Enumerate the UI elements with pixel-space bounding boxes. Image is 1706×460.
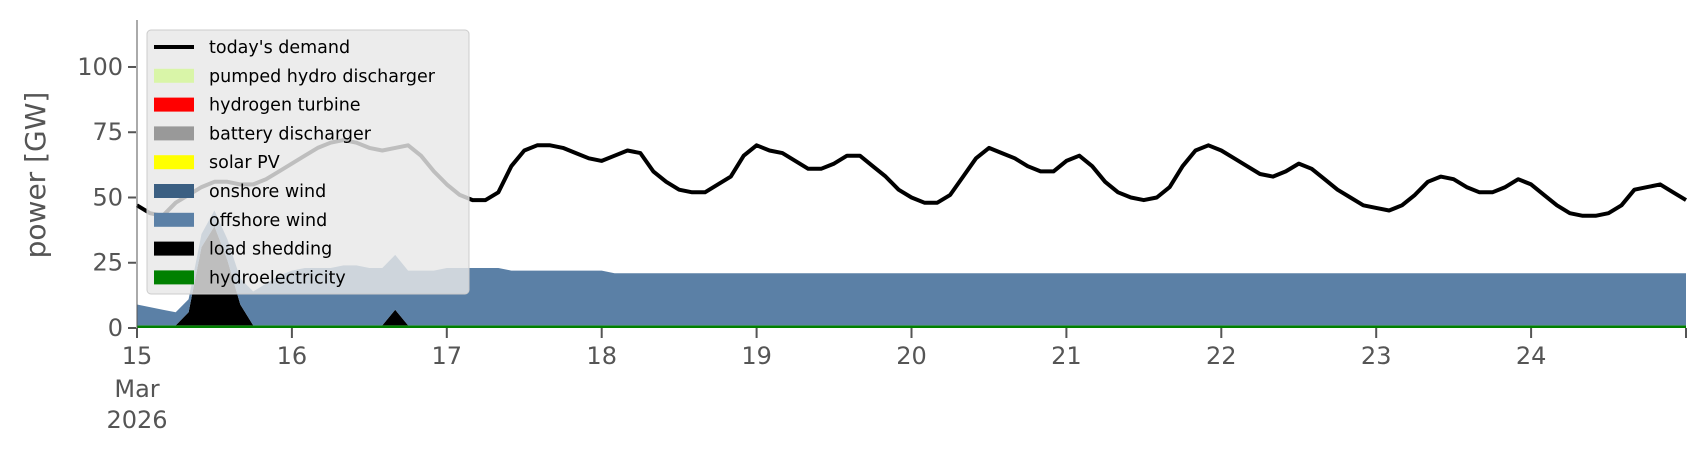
legend-swatch-offshore-wind [154, 212, 194, 227]
area-offshore-wind [137, 210, 1686, 326]
y-axis: 0 25 50 75 100 [77, 20, 138, 342]
y-tick-label: 100 [77, 53, 123, 81]
legend-swatch-solar-pv [154, 155, 194, 170]
x-tick-label: 18 [586, 342, 617, 370]
x-tick-label: 15 [122, 342, 153, 370]
stacked-areas [137, 210, 1686, 328]
x-tick-label: 19 [741, 342, 772, 370]
x-tick-label: 22 [1206, 342, 1237, 370]
legend-swatch-hydrogen-turbine [154, 97, 194, 112]
y-tick-label: 50 [92, 183, 123, 211]
y-tick-label: 25 [92, 249, 123, 277]
y-tick-label: 75 [92, 118, 123, 146]
legend-label-pumped-hydro-discharger: pumped hydro discharger [209, 67, 436, 87]
legend-label-hydroelectricity: hydroelectricity [209, 268, 346, 288]
area-hydroelectricity [137, 325, 1686, 328]
x-tick-label: 23 [1361, 342, 1392, 370]
legend-label-battery-discharger: battery discharger [209, 124, 372, 144]
legend-label-solar-pv: solar PV [209, 153, 280, 173]
legend-label-offshore-wind: offshore wind [209, 211, 327, 231]
x-tick-label: 20 [896, 342, 927, 370]
legend-label-hydrogen-turbine: hydrogen turbine [209, 96, 361, 116]
x-axis: 15 Mar 2026 16 17 18 19 20 21 22 23 24 [106, 328, 1687, 434]
x-tick-label: 16 [277, 342, 308, 370]
legend-swatch-load-shedding [154, 241, 194, 256]
legend-label-onshore-wind: onshore wind [209, 182, 326, 202]
legend-swatch-battery-discharger [154, 126, 194, 141]
y-tick-label: 0 [108, 314, 123, 342]
x-tick-sublabel: Mar [114, 375, 159, 403]
x-tick-sublabel: 2026 [106, 406, 167, 434]
legend-swatch-onshore-wind [154, 184, 194, 198]
legend-swatch-pumped-hydro-discharger [154, 68, 194, 83]
x-tick-label: 17 [432, 342, 463, 370]
legend-label-today-s-demand: today's demand [209, 38, 350, 58]
legend-box [146, 29, 470, 295]
legend-label-load-shedding: load shedding [209, 240, 332, 260]
legend-swatch-hydroelectricity [154, 270, 194, 285]
x-tick-label: 21 [1051, 342, 1082, 370]
x-tick-label: 24 [1516, 342, 1547, 370]
y-axis-label: power [GW] [19, 92, 52, 259]
legend: today's demand pumped hydro discharger hyd… [146, 29, 470, 295]
